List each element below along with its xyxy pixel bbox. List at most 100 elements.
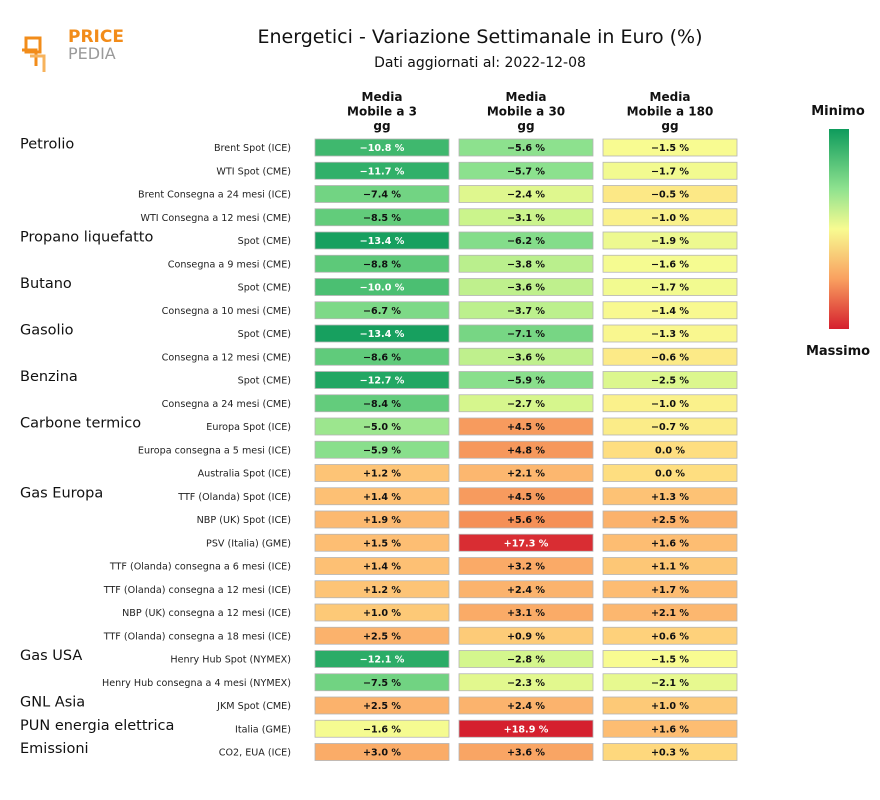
heatmap-cell: [458, 371, 594, 389]
heatmap-cell: [458, 696, 594, 715]
heatmap-cell: [602, 510, 738, 529]
group-labels: Petrolio Propano liquefatto Butano Gasolio B…: [20, 137, 174, 758]
legend-min-label: Minimo: [811, 104, 865, 119]
group-label: Petrolio: [20, 137, 74, 153]
heatmap-cell: [314, 533, 450, 552]
heatmap-cell: [602, 161, 738, 180]
heatmap-cell: [314, 138, 450, 157]
group-label: Gasolio: [20, 323, 74, 339]
cell-value-label: +0.6 %: [651, 631, 689, 642]
row-label: Consegna a 10 mesi (CME): [162, 306, 291, 317]
heatmap-cell: [458, 138, 594, 157]
heatmap-cell: [458, 487, 594, 506]
group-label: Carbone termico: [20, 416, 141, 432]
cell-value-label: −7.1 %: [507, 329, 545, 340]
row-label: CO2, EUA (ICE): [219, 748, 291, 759]
cell-value-label: +17.3 %: [504, 538, 549, 549]
row-label: NBP (UK) consegna a 12 mesi (ICE): [122, 608, 291, 619]
cell-value-label: +1.6 %: [651, 724, 689, 735]
cell-value-label: +1.9 %: [363, 515, 401, 526]
heatmap-cell: [314, 626, 450, 645]
cell-value-label: −13.4 %: [360, 329, 405, 340]
legend-color-bar: [829, 129, 849, 329]
heatmap-cell: [602, 417, 738, 436]
cell-value-label: +1.3 %: [651, 492, 689, 503]
cell-value-label: +1.0 %: [651, 701, 689, 712]
cell-value-label: −0.5 %: [651, 190, 689, 201]
heatmap-cell: [602, 301, 738, 320]
heatmap-cell: [458, 324, 594, 343]
heatmap-cell: [602, 464, 738, 482]
heatmap-cell: [458, 603, 594, 622]
cell-value-label: +2.4 %: [507, 701, 545, 712]
heatmap-cell: [314, 208, 450, 227]
cell-value-label: −0.7 %: [651, 422, 689, 433]
cell-value-label: −5.7 %: [507, 166, 545, 177]
column-header-line: Media: [362, 90, 403, 104]
row-label: Consegna a 24 mesi (CME): [162, 399, 291, 410]
cell-value-label: −0.6 %: [651, 352, 689, 363]
legend-max-label: Massimo: [806, 344, 870, 359]
cell-value-label: −1.7 %: [651, 283, 689, 294]
cell-value-label: −1.7 %: [651, 166, 689, 177]
cell-value-label: −2.8 %: [507, 655, 545, 666]
heatmap-cell: [602, 719, 738, 738]
heatmap-cell: [458, 417, 594, 436]
heatmap-cell: [458, 719, 594, 738]
column-header: Media Mobile a 180 gg: [627, 90, 714, 133]
heatmap-cell: [314, 510, 450, 529]
row-label: TTF (Olanda) Spot (ICE): [177, 492, 291, 503]
cell-value-label: −2.7 %: [507, 399, 545, 410]
heatmap-cell: [458, 626, 594, 645]
logo-text-pedia: PEDIA: [68, 44, 116, 63]
column-header-line: gg: [661, 119, 678, 133]
column-header-line: Mobile a 180: [627, 105, 714, 119]
cell-value-label: −1.6 %: [651, 259, 689, 270]
cell-value-label: −1.0 %: [651, 213, 689, 224]
heatmap-cell: [602, 394, 738, 413]
cell-value-label: −1.0 %: [651, 399, 689, 410]
row-label: Europa consegna a 5 mesi (ICE): [138, 445, 291, 456]
cell-value-label: +2.5 %: [363, 631, 401, 642]
heatmap-cell: [602, 324, 738, 343]
heatmap-cell: [314, 278, 450, 296]
heatmap-cell: [314, 603, 450, 622]
heatmap-cell: [314, 301, 450, 320]
heatmap-cell: [602, 254, 738, 273]
heatmap-cell: [314, 161, 450, 180]
heatmap-cell: [314, 347, 450, 366]
column-header-line: Media: [506, 90, 547, 104]
cell-value-label: −3.6 %: [507, 283, 545, 294]
heatmap-cell: [602, 557, 738, 575]
heatmap-cell: [314, 231, 450, 250]
row-label: NBP (UK) Spot (ICE): [197, 515, 291, 526]
color-legend: Minimo Massimo: [806, 104, 870, 359]
cell-value-label: −3.6 %: [507, 352, 545, 363]
heatmap-cell: [602, 138, 738, 157]
heatmap-cell: [458, 510, 594, 529]
group-label: Gas USA: [20, 648, 82, 664]
pricepedia-logo: PRICE PEDIA: [22, 27, 124, 72]
group-label: Gas Europa: [20, 485, 103, 501]
cell-value-label: −5.0 %: [363, 422, 401, 433]
cell-value-label: −1.6 %: [363, 724, 401, 735]
heatmap-cell: [458, 161, 594, 180]
group-label: Emissioni: [20, 741, 89, 757]
heatmap-cell: [602, 440, 738, 459]
heatmap-cell: [602, 347, 738, 366]
cell-value-label: −5.6 %: [507, 143, 545, 154]
heatmap-cell: [602, 743, 738, 761]
cell-value-label: −7.4 %: [363, 190, 401, 201]
heatmap-cell: [458, 254, 594, 273]
column-header-line: Mobile a 30: [487, 105, 565, 119]
column-header: Media Mobile a 30 gg: [487, 90, 565, 133]
row-label: Consegna a 9 mesi (CME): [168, 259, 291, 270]
heatmap-cell: [458, 557, 594, 575]
cell-value-label: −1.9 %: [651, 236, 689, 247]
cell-value-label: −2.3 %: [507, 678, 545, 689]
heatmap-cell: [458, 278, 594, 296]
cell-value-label: −5.9 %: [363, 445, 401, 456]
heatmap-cell: [602, 603, 738, 622]
cell-value-label: +1.6 %: [651, 538, 689, 549]
row-label: Europa Spot (ICE): [206, 422, 291, 433]
